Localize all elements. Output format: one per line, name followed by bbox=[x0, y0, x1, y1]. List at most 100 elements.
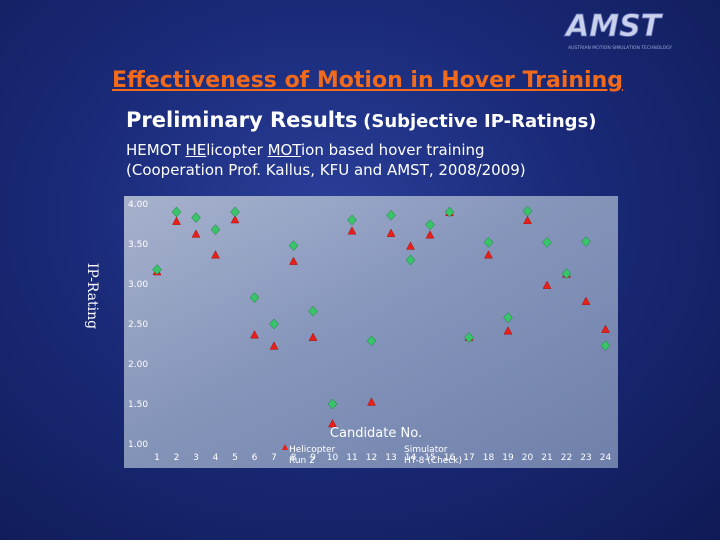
simulator-point bbox=[386, 209, 396, 221]
x-tick-label: 5 bbox=[232, 453, 238, 463]
x-tick-label: 1 bbox=[154, 453, 160, 463]
helicopter-point bbox=[601, 324, 610, 333]
simulator-point bbox=[288, 240, 299, 251]
helicopter-point bbox=[406, 241, 415, 250]
hemot-acronym: HEMOT bbox=[126, 141, 181, 159]
x-tick-label: 13 bbox=[385, 453, 396, 463]
helicopter-point bbox=[269, 341, 279, 350]
simulator-point bbox=[600, 340, 611, 351]
simulator-point bbox=[308, 305, 318, 317]
legend-helicopter-line-1: Helicopter bbox=[289, 445, 336, 455]
x-tick-label: 4 bbox=[213, 453, 219, 463]
subtitle-aside: (Subjective IP-Ratings) bbox=[363, 111, 597, 132]
description-line-2: (Cooperation Prof. Kallus, KFU and AMST,… bbox=[126, 161, 526, 179]
simulator-point bbox=[152, 264, 162, 275]
helicopter-point bbox=[347, 226, 357, 235]
amst-logo: AMST AUSTRIAN MOTION SIMULATION TECHNOLO… bbox=[564, 9, 673, 51]
helicopter-point bbox=[542, 280, 552, 289]
slide-subtitle: Preliminary Results (Subjective IP-Ratin… bbox=[126, 108, 597, 132]
helicopter-point bbox=[191, 229, 201, 238]
x-tick-label: 3 bbox=[193, 453, 199, 463]
simulator-point bbox=[230, 206, 240, 218]
simulator-point bbox=[561, 268, 572, 279]
x-tick-label: 21 bbox=[541, 453, 552, 463]
x-tick-label: 9 bbox=[310, 453, 316, 463]
x-tick-label: 23 bbox=[580, 453, 591, 463]
x-tick-label: 15 bbox=[424, 453, 435, 463]
simulator-point bbox=[366, 335, 377, 347]
helicopter-point bbox=[211, 250, 220, 259]
y-tick-label: 2.00 bbox=[128, 360, 148, 370]
simulator-point bbox=[522, 205, 533, 217]
x-tick-label: 17 bbox=[463, 453, 474, 463]
simulator-point bbox=[249, 292, 260, 303]
simulator-point bbox=[483, 237, 494, 248]
subtitle-main: Preliminary Results bbox=[126, 108, 358, 132]
simulator-point bbox=[269, 318, 279, 330]
legend-simulator-line-1: Simulator bbox=[404, 445, 448, 455]
simulator-point bbox=[503, 312, 513, 323]
simulator-point bbox=[425, 219, 435, 231]
x-tick-label: 16 bbox=[444, 453, 456, 463]
plot-area bbox=[124, 196, 618, 468]
helicopter-point bbox=[425, 230, 435, 239]
simulator-point bbox=[347, 214, 357, 226]
simulator-point bbox=[171, 206, 182, 218]
licopter-text: licopter bbox=[206, 141, 263, 159]
y-tick-label: 2.50 bbox=[128, 320, 148, 330]
simulator-point bbox=[581, 236, 591, 247]
helicopter-point bbox=[289, 256, 298, 265]
legend-helicopter-line-2: Run 2 bbox=[289, 456, 315, 466]
x-tick-label: 24 bbox=[600, 453, 612, 463]
helicopter-point bbox=[523, 215, 532, 225]
x-tick-label: 2 bbox=[174, 453, 180, 463]
x-tick-label: 11 bbox=[346, 453, 357, 463]
simulator-point bbox=[405, 254, 416, 266]
simulator-point bbox=[191, 212, 201, 223]
he-underlined: HE bbox=[185, 141, 207, 159]
logo-wordmark: AMST bbox=[564, 9, 664, 44]
x-tick-label: 7 bbox=[271, 453, 277, 463]
helicopter-point bbox=[484, 250, 493, 259]
description-line-1: HEMOT HElicopter MOTion based hover trai… bbox=[126, 140, 526, 160]
y-tick-label: 3.00 bbox=[128, 280, 148, 290]
x-tick-label: 8 bbox=[291, 453, 297, 463]
simulator-point bbox=[210, 224, 221, 235]
legend-helicopter-label: Helicopter Run 2 bbox=[289, 445, 336, 466]
helicopter-point bbox=[230, 214, 240, 224]
slide-title: Effectiveness of Motion in Hover Trainin… bbox=[112, 68, 624, 93]
x-tick-label: 14 bbox=[405, 453, 417, 463]
legend-helicopter-marker bbox=[282, 444, 288, 450]
simulator-point bbox=[542, 237, 552, 248]
helicopter-point bbox=[386, 228, 396, 237]
simulator-point bbox=[464, 332, 474, 343]
x-tick-label: 20 bbox=[522, 453, 534, 463]
slide-description: HEMOT HElicopter MOTion based hover trai… bbox=[126, 140, 526, 180]
y-tick-label: 4.00 bbox=[128, 200, 148, 210]
helicopter-point bbox=[250, 330, 259, 339]
x-tick-label: 18 bbox=[483, 453, 495, 463]
x-tick-label: 6 bbox=[252, 453, 258, 463]
logo-tagline: AUSTRIAN MOTION SIMULATION TECHNOLOGY bbox=[568, 45, 672, 51]
legend-simulator-label: Simulator HT-8 (Check) bbox=[404, 445, 462, 466]
x-axis-label: Candidate No. bbox=[330, 426, 422, 441]
simulator-point bbox=[444, 206, 455, 218]
helicopter-point bbox=[581, 296, 591, 305]
legend: Helicopter Run 2 Simulator HT-8 (Check) bbox=[282, 444, 462, 466]
x-tick-label: 19 bbox=[502, 453, 514, 463]
helicopter-point bbox=[308, 332, 318, 341]
helicopter-point bbox=[503, 326, 513, 335]
y-tick-label: 3.50 bbox=[128, 240, 148, 250]
helicopter-point bbox=[328, 418, 337, 428]
helicopter-point bbox=[367, 397, 376, 406]
x-tick-label: 12 bbox=[366, 453, 377, 463]
legend-simulator-line-2: HT-8 (Check) bbox=[404, 456, 462, 466]
x-tick-label: 10 bbox=[327, 453, 339, 463]
y-tick-label: 1.50 bbox=[128, 400, 148, 410]
desc-rest: ion based hover training bbox=[301, 141, 485, 159]
x-tick-label: 22 bbox=[561, 453, 572, 463]
simulator-point bbox=[327, 398, 338, 410]
helicopter-point bbox=[172, 216, 181, 225]
mot-underlined: MOT bbox=[267, 141, 302, 159]
